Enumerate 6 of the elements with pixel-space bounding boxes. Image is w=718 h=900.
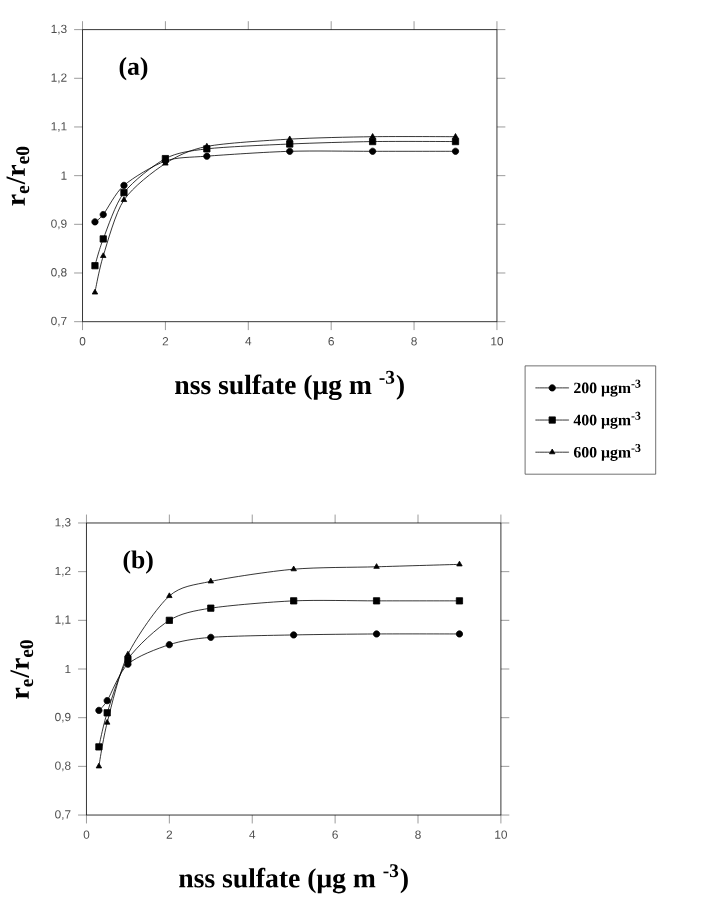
text: (a) [119, 57, 148, 81]
x-axis-title: nss sulfate (μg m $^{-3}$) [179, 864, 408, 894]
y-axis-title: r$_{e}$/r$_{e0}$ [6, 146, 30, 206]
x-axis-title: nss sulfate (μg m $^{-3}$) [175, 370, 404, 401]
text: (b) [123, 550, 153, 574]
y-axis-title: r$_{e}$/r$_{e0}$ [10, 640, 34, 699]
